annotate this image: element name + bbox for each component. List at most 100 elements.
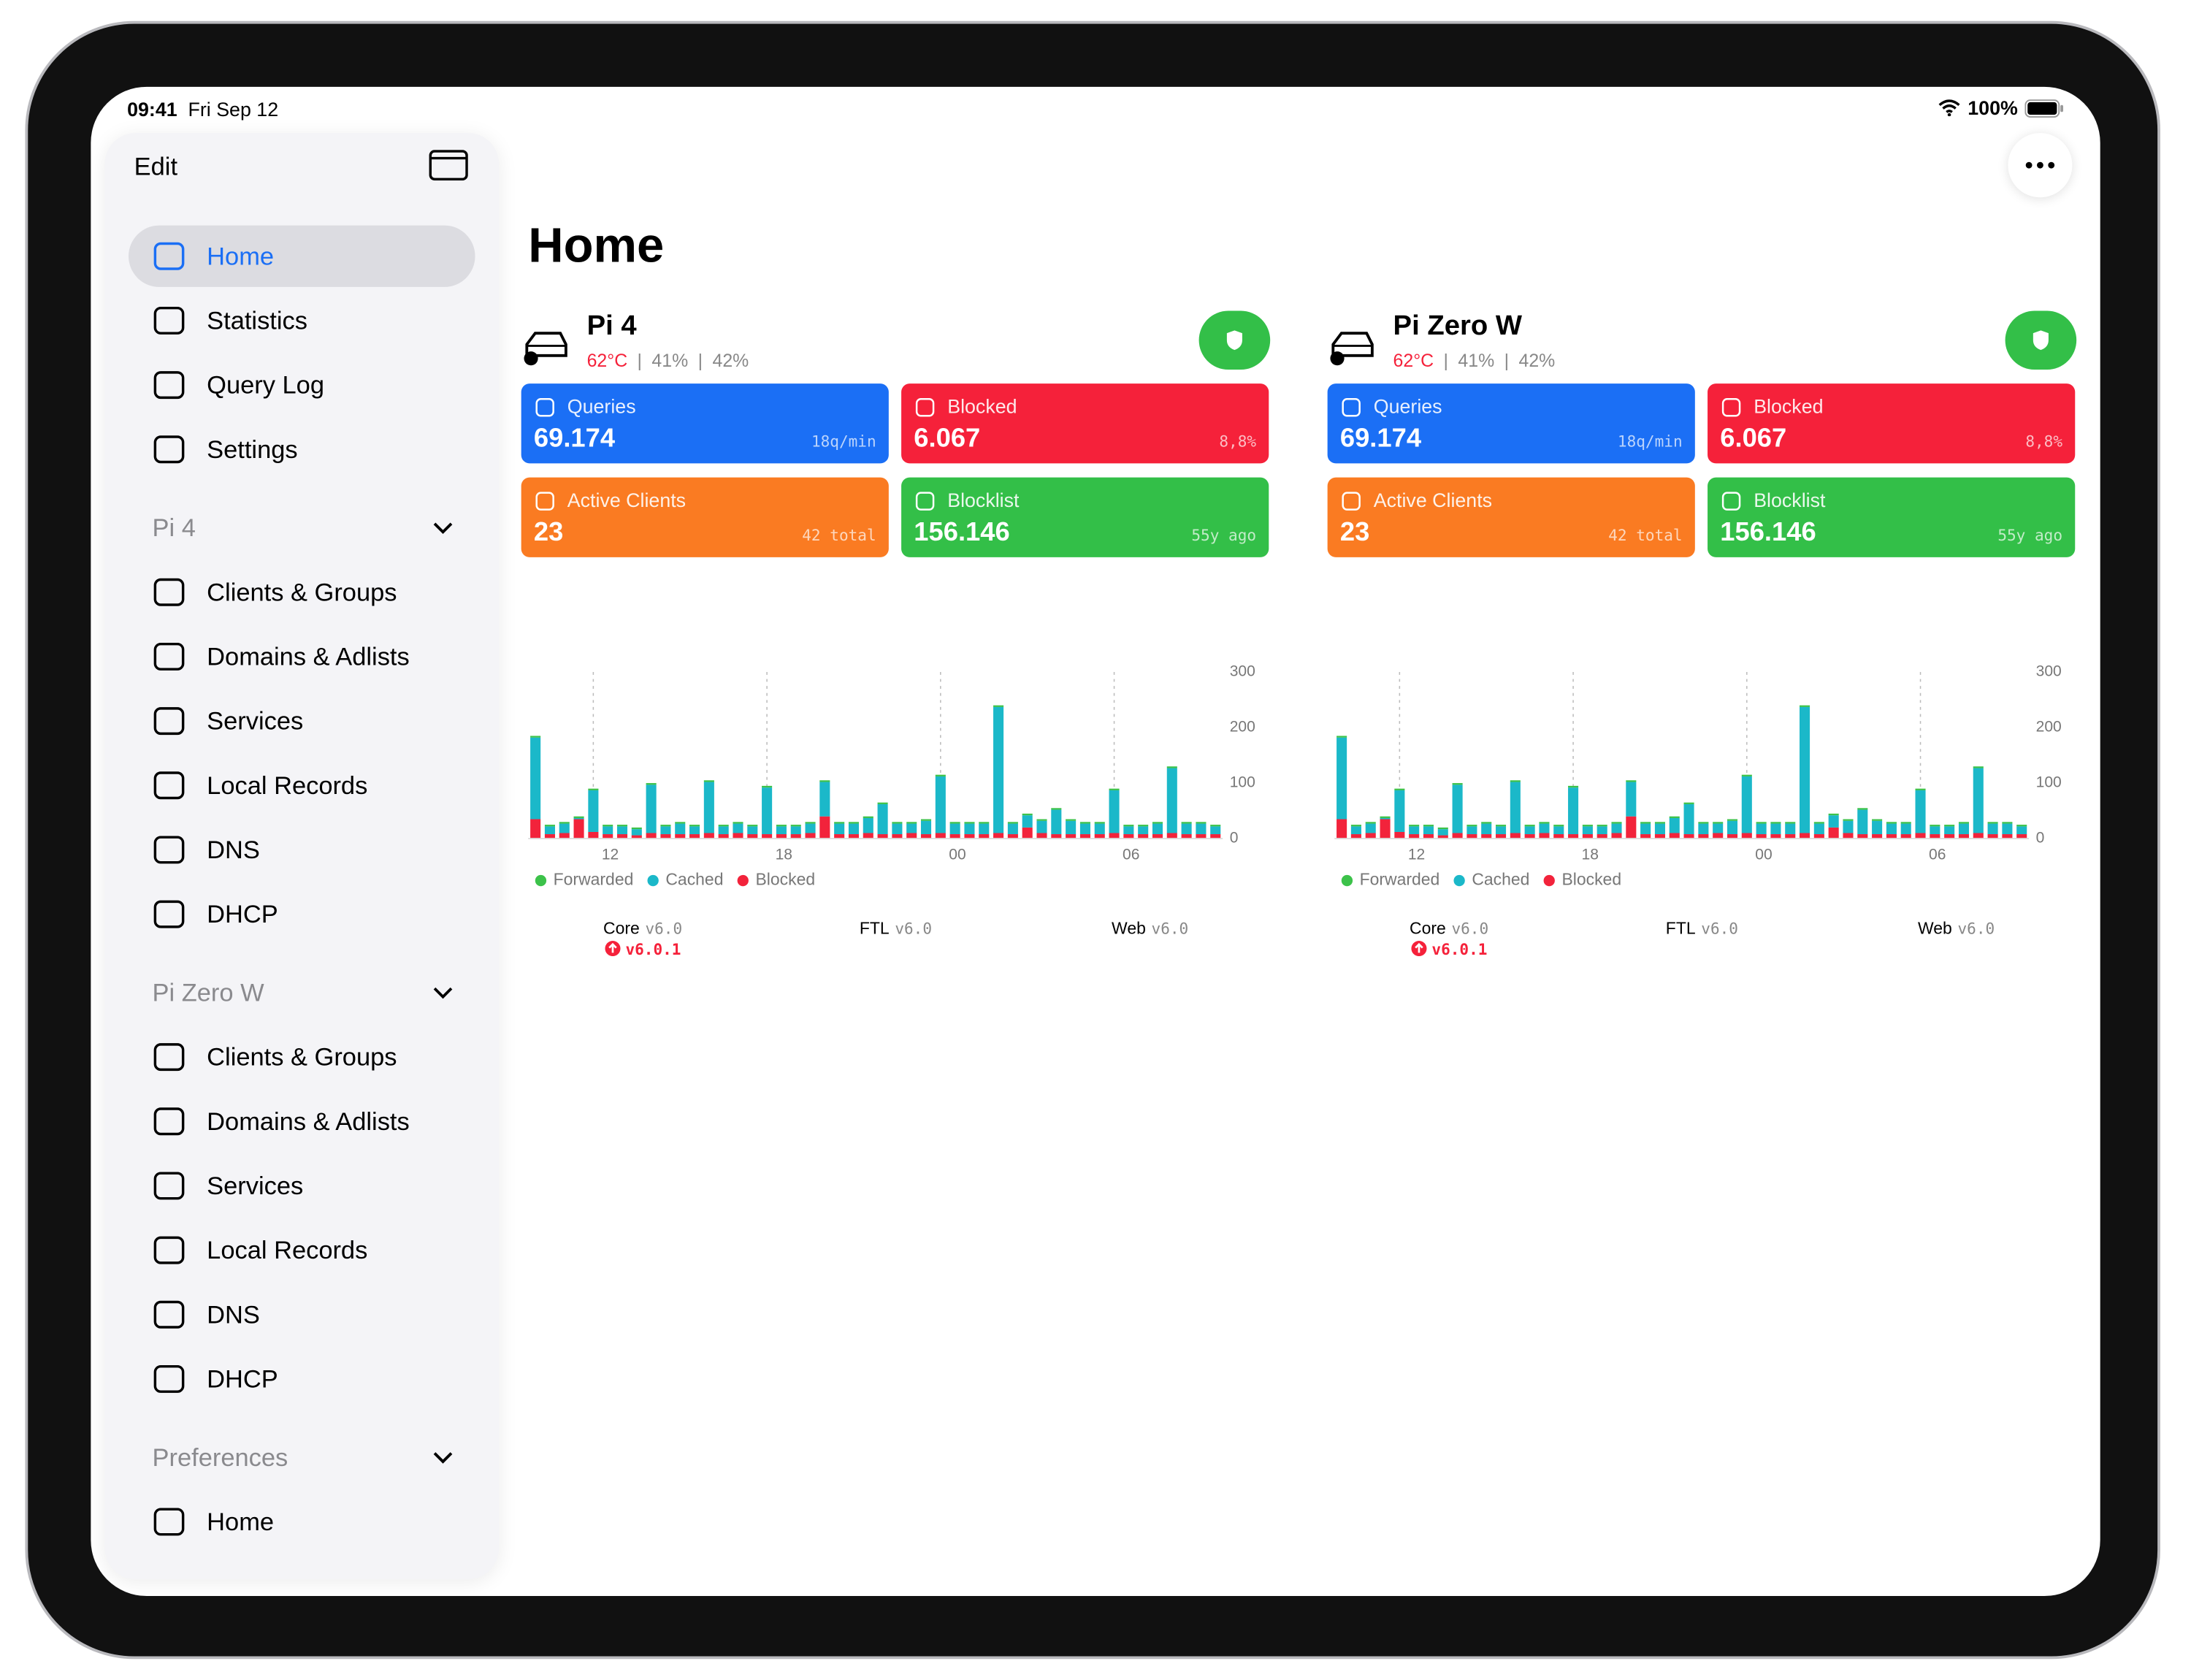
sidebar-item[interactable]: Domains & Adlists: [104, 626, 499, 687]
sidebar-item[interactable]: Local Records: [104, 1219, 499, 1280]
sidebar-item[interactable]: DHCP: [104, 883, 499, 944]
bar-segment: [979, 822, 990, 824]
bar-segment: [2016, 834, 2027, 839]
chevron[interactable]: [432, 1451, 454, 1465]
sidebar-section-title[interactable]: Pi 4: [152, 513, 196, 542]
x-tick-label: 12: [1408, 847, 1425, 863]
bar-segment: [646, 784, 657, 833]
enable-toggle[interactable]: [2005, 310, 2077, 370]
legend-swatch: [737, 874, 749, 887]
bar-segment: [877, 802, 888, 804]
sidebar-toggle[interactable]: [429, 150, 468, 181]
stat-tile[interactable]: Active Clients 23 42 total: [1327, 477, 1695, 557]
y-tick-label: 100: [1230, 774, 1255, 791]
bar-segment: [1036, 820, 1047, 833]
tile-value: 23: [533, 518, 564, 548]
stat-tile[interactable]: Queries 69.174 18q/min: [521, 383, 889, 464]
bar-segment: [1437, 827, 1448, 830]
bar-segment: [718, 834, 729, 839]
sidebar-item[interactable]: Domains & Adlists: [104, 1091, 499, 1152]
bar-segment: [544, 834, 555, 839]
tile-label: Active Clients: [567, 488, 687, 511]
bar-segment: [544, 826, 555, 835]
bar-segment: [1683, 803, 1694, 835]
bar-segment: [1553, 825, 1564, 827]
sidebar-section-title[interactable]: Pi Zero W: [152, 978, 264, 1007]
chevron[interactable]: [432, 521, 454, 535]
bar-segment: [1094, 823, 1105, 835]
bar-segment: [1452, 784, 1463, 833]
more-button[interactable]: [2008, 133, 2073, 198]
sidebar-item[interactable]: Services: [104, 1155, 499, 1216]
stat-tile[interactable]: Active Clients 23 42 total: [521, 477, 889, 557]
y-tick-label: 100: [2036, 774, 2062, 791]
y-tick-label: 0: [1230, 830, 1239, 847]
bar-segment: [1611, 822, 1622, 824]
bar-segment: [1683, 802, 1694, 804]
bar-segment: [1152, 822, 1163, 824]
device-name: Pi Zero W: [1393, 310, 1523, 342]
update-available[interactable]: v6.0.1: [1365, 941, 1533, 959]
sidebar-item[interactable]: Home: [129, 225, 475, 287]
item-icon: [153, 642, 185, 671]
bar-segment: [1828, 815, 1839, 828]
sidebar-item[interactable]: Home: [104, 1491, 499, 1552]
stat-tile[interactable]: Blocked 6.067 8,8%: [901, 383, 1269, 464]
sidebar-item[interactable]: Services: [104, 690, 499, 752]
stat-tile[interactable]: Queries 69.174 18q/min: [1327, 383, 1695, 464]
status-date: Fri Sep 12: [188, 98, 279, 121]
bar-segment: [776, 825, 787, 827]
bar-segment: [559, 833, 570, 839]
tile-detail: 18q/min: [811, 432, 876, 451]
sidebar-item[interactable]: Local Records: [104, 755, 499, 816]
sidebar-item[interactable]: DNS: [104, 1284, 499, 1345]
bar-segment: [1756, 822, 1767, 824]
bar-segment: [1036, 833, 1047, 839]
bar-segment: [1467, 834, 1477, 839]
bar-segment: [1181, 834, 1192, 839]
bar-segment: [1210, 825, 1221, 827]
edit-button[interactable]: Edit: [134, 152, 178, 181]
shield-icon: [2033, 330, 2049, 351]
stat-tile[interactable]: Blocked 6.067 8,8%: [1708, 383, 2076, 464]
chevron[interactable]: [432, 985, 454, 999]
bar-segment: [790, 826, 801, 835]
item-icon: [153, 371, 185, 400]
page-title: Home: [528, 218, 665, 273]
sidebar-item[interactable]: DNS: [104, 819, 499, 880]
sidebar-section-title[interactable]: Preferences: [152, 1443, 288, 1472]
bar-segment: [1626, 816, 1637, 839]
tile-value: 156.146: [914, 518, 1010, 548]
sidebar-item[interactable]: Clients & Groups: [104, 1026, 499, 1088]
bar-segment: [1611, 823, 1622, 833]
update-version: v6.0.1: [1431, 941, 1488, 959]
bar-segment: [689, 834, 700, 839]
item-icon: [153, 771, 185, 800]
sidebar-item[interactable]: Settings: [104, 419, 499, 480]
enable-toggle[interactable]: [1198, 310, 1271, 370]
component-name: FTL: [859, 918, 890, 939]
sidebar-item[interactable]: Statistics: [104, 290, 499, 351]
bar-segment: [1958, 834, 1969, 839]
sidebar-item[interactable]: Query Log: [104, 354, 499, 416]
sidebar-item[interactable]: DHCP: [104, 1348, 499, 1410]
bar-segment: [530, 819, 541, 839]
bar-segment: [1423, 834, 1434, 839]
sidebar-item-label: Settings: [207, 435, 298, 464]
sidebar-item-label: Services: [207, 706, 304, 736]
sidebar: Edit Home Statistics Query Log Settings Pi 4…: [104, 133, 500, 1580]
sidebar-item-label: Statistics: [207, 306, 307, 335]
status-left: 09:41 Fri Sep 12: [127, 98, 278, 121]
stat-tile[interactable]: Blocklist 156.146 55y ago: [901, 477, 1269, 557]
sidebar-item[interactable]: Clients & Groups: [104, 562, 499, 623]
bar-segment: [762, 785, 773, 788]
stat-tile[interactable]: Blocklist 156.146 55y ago: [1708, 477, 2076, 557]
bar-segment: [935, 774, 946, 776]
bar-segment: [1886, 822, 1897, 824]
update-available[interactable]: v6.0.1: [559, 941, 727, 959]
tile-detail: 42 total: [1608, 526, 1683, 545]
bar-segment: [1196, 823, 1207, 835]
sidebar-item-label: Domains & Adlists: [207, 1107, 410, 1136]
version-number: v6.0: [895, 920, 933, 939]
bar-segment: [1196, 834, 1207, 839]
